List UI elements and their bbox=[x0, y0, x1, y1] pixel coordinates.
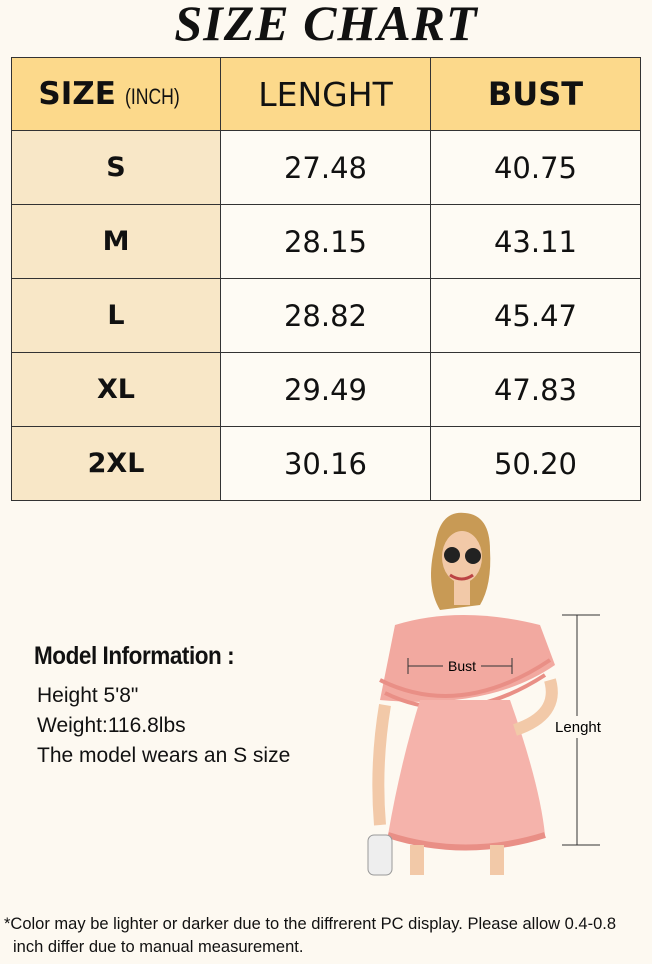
size-cell: S bbox=[11, 130, 221, 205]
model-figure: Bust Lenght bbox=[367, 512, 610, 876]
table-row: M 28.15 43.11 bbox=[11, 204, 641, 279]
value-cell: 28.82 bbox=[220, 278, 431, 353]
size-cell: XL bbox=[11, 352, 221, 427]
length-label: Lenght bbox=[555, 719, 602, 736]
model-line: Height 5'8" bbox=[37, 684, 139, 707]
title: SIZE CHART bbox=[174, 0, 478, 51]
table-row: L 28.82 45.47 bbox=[11, 278, 641, 353]
table-row: XL 29.49 47.83 bbox=[11, 352, 641, 427]
value-cell: 30.16 bbox=[220, 426, 431, 501]
model-line: The model wears an S size bbox=[37, 744, 291, 767]
header-length: LENGHT bbox=[220, 57, 431, 131]
size-cell: 2XL bbox=[11, 426, 221, 501]
value-cell: 50.20 bbox=[430, 426, 641, 501]
header-unit: (INCH) bbox=[125, 84, 180, 109]
header-bust: BUST bbox=[430, 57, 641, 131]
value-cell: 45.47 bbox=[430, 278, 641, 353]
header-size: SIZE bbox=[38, 76, 116, 112]
header-cell: SIZE (INCH) bbox=[11, 57, 221, 131]
value-cell: 47.83 bbox=[430, 352, 641, 427]
size-table: SIZE (INCH) LENGHT BUST S 27.48 40.75 M 28.1… bbox=[11, 57, 641, 501]
size-cell: L bbox=[11, 278, 221, 353]
value-cell: 29.49 bbox=[220, 352, 431, 427]
value-cell: 43.11 bbox=[430, 204, 641, 279]
size-cell: M bbox=[11, 204, 221, 279]
bust-label: Bust bbox=[448, 658, 476, 674]
value-cell: 40.75 bbox=[430, 130, 641, 205]
model-line: Weight:116.8lbs bbox=[37, 714, 186, 737]
header-row: SIZE (INCH) LENGHT BUST bbox=[11, 57, 641, 131]
value-cell: 27.48 bbox=[220, 130, 431, 205]
model-info: Model Information : Height 5'8" Weight:11… bbox=[34, 642, 290, 771]
footnote: *Color may be lighter or darker due to t… bbox=[4, 915, 617, 956]
table-row: 2XL 30.16 50.20 bbox=[11, 426, 641, 501]
value-cell: 28.15 bbox=[220, 204, 431, 279]
model-heading: Model Information : bbox=[34, 642, 235, 670]
table-row: S 27.48 40.75 bbox=[11, 130, 641, 205]
